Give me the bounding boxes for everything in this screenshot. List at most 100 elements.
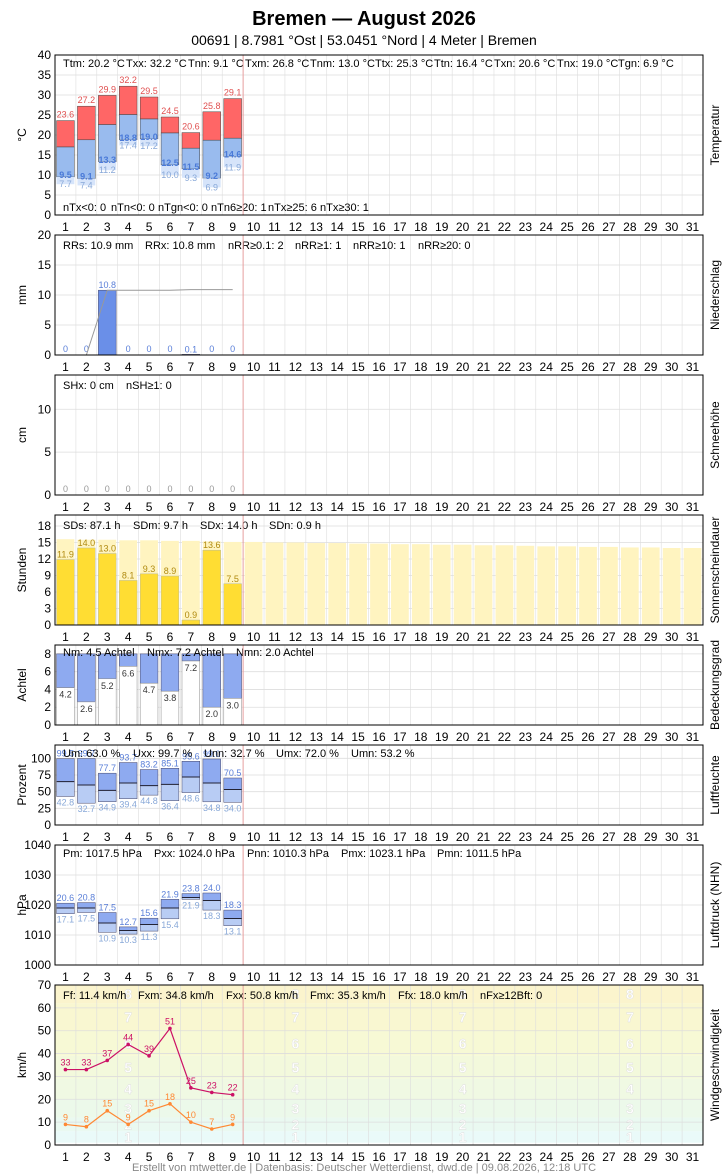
sun-possible-bar [391, 544, 409, 625]
x-tick-label: 14 [331, 630, 345, 644]
plot-frame [54, 54, 704, 216]
x-tick-label: 7 [188, 630, 195, 644]
x-tick-label: 10 [247, 220, 261, 234]
x-tick-label: 13 [310, 500, 324, 514]
sun-possible-bar [370, 543, 388, 625]
snow-label: 0 [147, 484, 152, 494]
footer-text: Erstellt von mtwetter.de | Datenbasis: D… [132, 1162, 596, 1174]
temp-max-label: 29.1 [224, 88, 242, 98]
temp-min-bar [223, 137, 242, 157]
x-tick-label: 15 [351, 630, 365, 644]
x-tick-label: 12 [289, 830, 303, 844]
x-tick-label: 5 [146, 730, 153, 744]
sun-possible-bar [537, 546, 556, 625]
x-tick-label: 14 [331, 360, 345, 374]
sun-possible-bar [244, 541, 263, 625]
x-tick-label: 21 [477, 500, 491, 514]
x-tick-label: 24 [540, 360, 554, 374]
min-label: 13.1 [224, 927, 242, 937]
temp-ground-bar [181, 169, 200, 178]
x-tick-label: 26 [581, 830, 595, 844]
x-tick-label: 6 [167, 630, 174, 644]
temp-min-label: 18.8 [119, 133, 137, 143]
x-tick-label: 2 [83, 360, 90, 374]
wind-gust-point [147, 1054, 151, 1058]
max-label: 83.2 [140, 760, 158, 770]
stat-text: nRR≥1: 1 [295, 240, 341, 252]
wind-gust-label: 22 [228, 1083, 238, 1093]
sun-possible-bar [579, 546, 597, 625]
x-tick-label: 9 [229, 830, 236, 844]
x-tick-label: 5 [146, 630, 153, 644]
x-tick-label: 7 [188, 730, 195, 744]
wind-mean-point [63, 1122, 68, 1127]
stat-text: Unn: 32.7 % [204, 748, 265, 760]
beaufort-label: 1 [459, 1129, 467, 1145]
x-tick-label: 20 [456, 970, 470, 984]
x-tick-label: 15 [351, 500, 365, 514]
x-tick-label: 7 [188, 1150, 195, 1164]
x-tick-label: 26 [581, 360, 595, 374]
stat-text: Pmn: 1011.5 hPa [437, 848, 522, 860]
x-tick-label: 21 [477, 830, 491, 844]
beaufort-band [55, 1003, 703, 1031]
y-tick-label: 8 [44, 647, 51, 661]
stat-text: SHx: 0 cm [63, 380, 114, 392]
y-tick-label: 18 [38, 519, 52, 533]
x-tick-label: 20 [456, 220, 470, 234]
min-label: 10.9 [98, 933, 116, 943]
stat-text: nFx≥12Bft: 0 [480, 990, 542, 1002]
range-lower-bar [98, 922, 117, 933]
stat-text: Ttn: 16.4 °C [434, 58, 493, 70]
x-tick-label: 27 [602, 630, 616, 644]
beaufort-band [55, 1030, 703, 1056]
y-tick-label: 4 [44, 682, 51, 696]
y-tick-label: 15 [38, 258, 52, 272]
range-lower-bar [223, 918, 242, 926]
y-tick-label: 5 [44, 188, 51, 202]
x-tick-label: 16 [372, 1150, 386, 1164]
wind-gust-label: 37 [102, 1048, 112, 1058]
x-tick-label: 24 [540, 1150, 554, 1164]
x-tick-label: 31 [686, 220, 700, 234]
max-label: 23.8 [182, 884, 200, 894]
x-tick-label: 23 [519, 830, 533, 844]
x-tick-label: 13 [310, 360, 324, 374]
x-tick-label: 11 [268, 220, 281, 234]
wind-gust-point [168, 1026, 172, 1031]
y-tick-label: 10 [38, 288, 52, 302]
range-upper-bar [98, 772, 117, 791]
temp-ground-label: 7.7 [59, 179, 72, 189]
y-tick-label: 0 [44, 208, 51, 222]
y-axis-label: km/h [15, 1052, 29, 1078]
beaufort-label: 4 [626, 1081, 634, 1097]
min-label: 44.8 [140, 796, 158, 806]
y-tick-label: 1040 [24, 838, 51, 852]
x-tick-label: 12 [289, 970, 303, 984]
beaufort-label: 7 [124, 1009, 132, 1025]
x-tick-label: 29 [644, 970, 658, 984]
x-tick-label: 26 [581, 970, 595, 984]
temp-max-label: 20.6 [182, 122, 200, 132]
range-upper-bar [202, 758, 221, 784]
x-tick-label: 11 [268, 500, 281, 514]
stat-text: RRs: 10.9 mm [63, 240, 133, 252]
x-tick-label: 6 [167, 500, 174, 514]
range-upper-bar [223, 777, 242, 790]
x-tick-label: 18 [414, 360, 428, 374]
range-lower-bar [139, 785, 159, 796]
y-axis-label: hPa [15, 894, 29, 916]
beaufort-label: 8 [291, 986, 299, 1002]
y-tick-label: 1000 [24, 958, 51, 972]
sun-possible-bar [641, 547, 660, 625]
x-tick-label: 21 [477, 970, 491, 984]
precip-label: 0.1 [185, 344, 198, 354]
y-axis-label: Achtel [15, 668, 29, 701]
range-lower-bar [77, 784, 96, 804]
range-lower-bar [56, 907, 75, 914]
y-tick-label: 6 [44, 665, 51, 679]
x-tick-label: 2 [83, 500, 90, 514]
temp-min-label: 11.5 [182, 162, 199, 172]
x-tick-label: 25 [560, 630, 574, 644]
x-tick-label: 18 [414, 970, 428, 984]
